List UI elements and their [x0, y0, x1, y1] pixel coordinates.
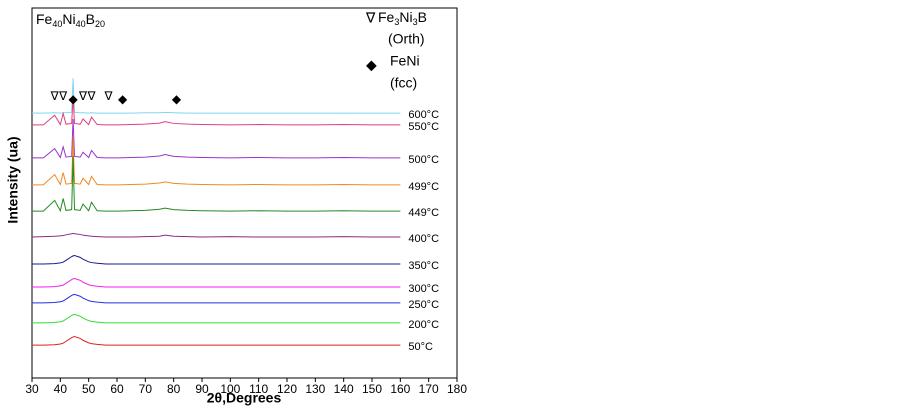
phase-marker: ∇ [50, 89, 60, 103]
xrd-curve [32, 155, 401, 213]
phase-marker: ∇ [86, 89, 96, 103]
legend-phase-name: Fe3Ni3B [378, 9, 427, 28]
phase-marker: ◆ [68, 92, 78, 106]
xrd-curve [32, 255, 401, 265]
xrd-curve [32, 313, 401, 324]
legend-phase-structure: (Orth) [388, 31, 425, 47]
plot-frame [31, 7, 458, 379]
series-label: 500°C [408, 154, 439, 166]
x-tick-label: 60 [110, 382, 124, 396]
series-label: 50°C [408, 341, 433, 353]
x-tick-label: 50 [82, 382, 96, 396]
xrd-curve [31, 232, 401, 238]
x-tick-label: 150 [362, 382, 382, 396]
series-label: 250°C [408, 299, 439, 311]
phase-marker: ◆ [172, 92, 182, 106]
phase-marker: ∇ [58, 89, 68, 103]
x-tick-label: 140 [334, 382, 354, 396]
x-tick-label: 70 [139, 382, 153, 396]
x-tick-label: 160 [390, 382, 410, 396]
x-tick-label: 110 [249, 382, 268, 396]
series-label: 200°C [408, 319, 439, 331]
xrd-curve [32, 118, 401, 159]
legend-phase-structure: (fcc) [390, 75, 417, 91]
x-tick-label: 100 [220, 382, 240, 396]
x-tick-label: 130 [305, 382, 325, 396]
xrd-curve [32, 78, 401, 114]
x-tick-label: 30 [25, 382, 39, 396]
legend-symbol: ◆ [366, 57, 377, 73]
x-tick-label: 40 [54, 382, 68, 396]
series-label: 550°C [408, 121, 439, 133]
y-axis-title: Intensity (ua) [5, 136, 21, 223]
series-label: 449°C [408, 207, 439, 219]
series-label: 350°C [408, 260, 439, 272]
series-label: 300°C [408, 283, 439, 295]
x-axis-title: 2θ,Degrees [207, 390, 282, 406]
x-tick-label: 120 [277, 382, 297, 396]
x-tick-label: 80 [167, 382, 181, 396]
series-label: 400°C [408, 233, 439, 245]
xrd-curve [32, 293, 401, 304]
series-label: 600°C [408, 109, 439, 121]
series-label: 499°C [408, 181, 439, 193]
xrd-curve [32, 277, 401, 288]
x-tick-label: 180 [447, 382, 467, 396]
phase-marker: ◆ [118, 92, 128, 106]
chart-title: Fe40Ni40B20 [36, 11, 105, 30]
xrd-curve [32, 96, 401, 126]
xrd-curve [32, 137, 401, 186]
x-tick-label: 170 [419, 382, 439, 396]
x-tick-label: 90 [195, 382, 209, 396]
legend-phase-name: FeNi [390, 53, 420, 69]
phase-marker: ∇ [103, 89, 113, 103]
phase-marker: ∇ [78, 89, 88, 103]
xrd-curve [32, 336, 401, 346]
legend-symbol: ∇ [365, 10, 376, 26]
